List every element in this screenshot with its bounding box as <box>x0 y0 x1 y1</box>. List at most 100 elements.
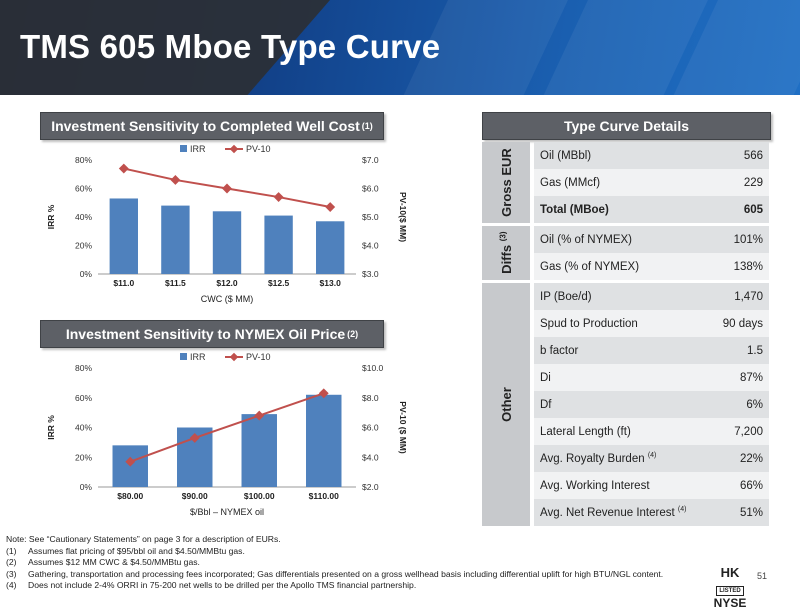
row-label: Oil (% of NYMEX) <box>540 233 633 246</box>
cwc-sensitivity-chart: IRR PV-10 0% 20% 40% 60% 80% $3.0 $4.0 $5.0 $6.0 $7… <box>40 142 420 312</box>
group-label-other: Other <box>482 283 530 526</box>
table-row: Spud to Production 90 days <box>534 310 769 337</box>
type-curve-table: Gross EUR Oil (MBbl) 566 Gas (MMcf) 229 … <box>482 142 769 526</box>
row-value: 138% <box>733 260 763 273</box>
pv10-point <box>222 183 232 194</box>
y-tick-label: 20% <box>75 452 92 462</box>
cwc-section-note: (1) <box>361 121 373 131</box>
cwc-section-header: Investment Sensitivity to Completed Well… <box>40 112 384 140</box>
legend-pv10-label: PV-10 <box>246 352 271 362</box>
irr-bar <box>161 205 190 274</box>
y-tick-label: 40% <box>75 423 92 433</box>
group-other: Other IP (Boe/d) 1,470 Spud to Productio… <box>482 283 769 526</box>
row-value: 229 <box>743 176 763 189</box>
table-row: Total (MBoe) 605 <box>534 196 769 223</box>
x-tick-label: $11.5 <box>165 278 186 288</box>
y-tick-label: 40% <box>75 212 92 222</box>
table-row: Avg. Net Revenue Interest (4) 51% <box>534 499 769 526</box>
y2-tick-label: $6.0 <box>362 184 379 194</box>
footnote: (4) Does not include 2-4% ORRI in 75-200 … <box>6 580 417 590</box>
y2-tick-label: $4.0 <box>362 452 379 462</box>
x-axis-label: CWC ($ MM) <box>201 294 254 304</box>
pv10-point <box>170 175 181 185</box>
y-tick-label: 60% <box>75 184 92 194</box>
legend-irr-label: IRR <box>190 144 206 154</box>
footnotes: Note: See “Cautionary Statements” on pag… <box>6 534 726 592</box>
legend-irr-label: IRR <box>190 352 206 362</box>
legend-pv10-marker <box>229 144 239 154</box>
row-label: Total (MBoe) <box>540 203 609 216</box>
y-tick-label: 20% <box>75 241 92 251</box>
footnote: (1) Assumes flat pricing of $95/bbl oil a… <box>6 545 245 556</box>
irr-bar <box>264 215 293 274</box>
legend-pv10-marker <box>229 352 239 362</box>
row-value: 1.5 <box>747 344 763 357</box>
cwc-section-title: Investment Sensitivity to Completed Well… <box>51 118 360 134</box>
pv10-line <box>129 392 325 463</box>
row-value: 1,470 <box>734 290 763 303</box>
pv10-point <box>189 432 200 443</box>
x-tick-label: $13.0 <box>320 278 342 288</box>
irr-bar <box>306 394 342 487</box>
y-tick-label: 80% <box>75 155 92 165</box>
page-title: TMS 605 Mboe Type Curve <box>20 28 441 65</box>
cwc-chart-svg: IRR PV-10 0% 20% 40% 60% 80% $3.0 $4.0 $5.0 $6.0 $7… <box>46 144 408 304</box>
x-tick-label: $12.0 <box>216 278 238 288</box>
oil-sensitivity-chart: IRR PV-10 0% 20% 40% 60% 80% $2.0 $4.0 $6.0 $8.0 $1… <box>40 350 420 525</box>
legend-pv10-label: PV-10 <box>246 144 271 154</box>
y2-tick-label: $10.0 <box>362 363 384 373</box>
row-label: Oil (MBbl) <box>540 149 592 162</box>
y2-tick-label: $5.0 <box>362 212 379 222</box>
irr-bar <box>316 221 345 274</box>
oil-section-title: Investment Sensitivity to NYMEX Oil Pric… <box>65 326 346 342</box>
table-row: Oil (% of NYMEX) 101% <box>534 226 769 253</box>
row-value: 87% <box>739 371 763 384</box>
x-tick-label: $90.00 <box>182 491 208 501</box>
y2-axis-label: PV-10 ($ MM) <box>398 401 408 454</box>
row-label: Gas (MMcf) <box>540 176 601 189</box>
pv10-point <box>273 192 284 202</box>
row-label: Gas (% of NYMEX) <box>540 260 640 273</box>
table-row: Avg. Working Interest 66% <box>534 472 769 499</box>
pv10-point <box>118 163 129 174</box>
y2-tick-label: $3.0 <box>362 269 379 279</box>
group-diffs: Diffs (3) Oil (% of NYMEX) 101% Gas (% o… <box>482 226 769 280</box>
x-tick-label: $100.00 <box>244 491 275 501</box>
row-label: Avg. Royalty Burden (4) <box>540 452 657 465</box>
row-value: 66% <box>739 479 763 492</box>
footnote: (2) Assumes $12 MM CWC & $4.50/MMBtu gas. <box>6 557 200 567</box>
y2-axis-label: PV-10($ MM) <box>398 192 408 242</box>
oil-section-header: Investment Sensitivity to NYMEX Oil Pric… <box>40 320 384 348</box>
table-row: b factor 1.5 <box>534 337 769 364</box>
page-number: 51 <box>757 571 768 581</box>
row-label: Avg. Working Interest <box>540 479 650 492</box>
group-label-diffs: Diffs (3) <box>482 226 530 280</box>
y-tick-label: 0% <box>80 269 93 279</box>
type-curve-title: Type Curve Details <box>563 118 689 134</box>
x-axis-label: $/Bbl – NYMEX oil <box>190 507 264 517</box>
oil-chart-svg: IRR PV-10 0% 20% 40% 60% 80% $2.0 $4.0 $6.0 $8.0 $1… <box>46 352 408 517</box>
y2-tick-label: $4.0 <box>362 241 379 251</box>
table-row: Gas (% of NYMEX) 138% <box>534 253 769 280</box>
row-value: 7,200 <box>734 425 763 438</box>
row-label: Df <box>540 398 552 411</box>
irr-bar <box>241 414 277 487</box>
y2-tick-label: $2.0 <box>362 482 379 492</box>
footnote: Note: See “Cautionary Statements” on pag… <box>6 534 281 544</box>
irr-bar <box>212 211 242 274</box>
row-label: IP (Boe/d) <box>540 290 592 303</box>
oil-section-note: (2) <box>347 329 359 339</box>
y2-tick-label: $7.0 <box>362 155 379 165</box>
row-value: 6% <box>746 398 763 411</box>
row-value: 22% <box>739 452 763 465</box>
group-label-gross-eur: Gross EUR <box>482 142 530 223</box>
y-tick-label: 80% <box>75 363 92 373</box>
row-value: 51% <box>739 506 763 519</box>
table-row: Df 6% <box>534 391 769 418</box>
row-value: 101% <box>733 233 763 246</box>
table-row: Avg. Royalty Burden (4) 22% <box>534 445 769 472</box>
row-label: Di <box>540 371 551 384</box>
y2-tick-label: $6.0 <box>362 423 379 433</box>
row-label: Avg. Net Revenue Interest (4) <box>540 506 687 519</box>
row-value: 605 <box>743 203 763 216</box>
